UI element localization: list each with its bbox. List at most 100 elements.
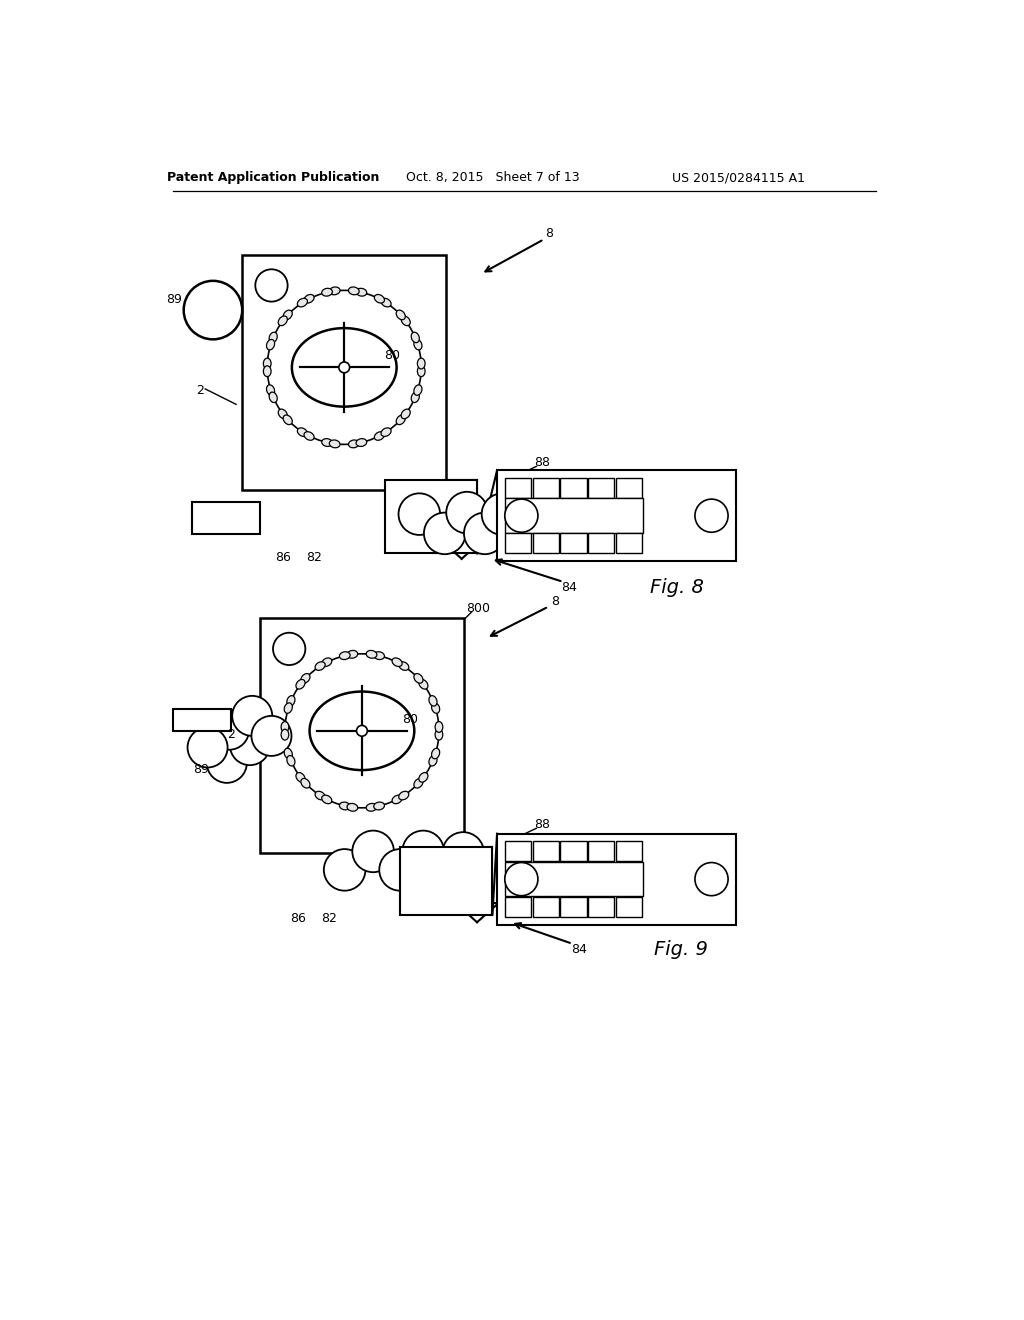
Ellipse shape: [284, 414, 292, 425]
Text: 89: 89: [193, 763, 209, 776]
Bar: [497, 470, 736, 561]
Ellipse shape: [330, 440, 340, 447]
Bar: [532, 896, 559, 917]
Text: 80: 80: [401, 713, 418, 726]
Ellipse shape: [269, 392, 278, 403]
Circle shape: [187, 727, 227, 767]
Bar: [560, 841, 587, 862]
Bar: [560, 533, 587, 553]
Ellipse shape: [297, 428, 307, 437]
Ellipse shape: [431, 748, 439, 759]
Ellipse shape: [279, 315, 288, 326]
Ellipse shape: [282, 722, 289, 733]
Ellipse shape: [296, 772, 305, 783]
Text: 80: 80: [384, 350, 400, 362]
Ellipse shape: [266, 339, 274, 350]
Ellipse shape: [398, 661, 409, 671]
Bar: [497, 834, 736, 924]
Bar: [505, 841, 531, 862]
Circle shape: [252, 715, 292, 756]
Ellipse shape: [282, 729, 289, 741]
Ellipse shape: [375, 432, 384, 441]
Bar: [532, 478, 559, 498]
Ellipse shape: [418, 358, 425, 368]
Text: 82: 82: [322, 912, 337, 925]
Ellipse shape: [435, 722, 442, 733]
Bar: [505, 862, 643, 896]
Circle shape: [207, 743, 247, 783]
Circle shape: [424, 849, 466, 891]
Bar: [505, 478, 531, 498]
Circle shape: [285, 653, 439, 808]
Ellipse shape: [292, 329, 396, 407]
Text: Fig. 9: Fig. 9: [654, 940, 708, 960]
Circle shape: [352, 830, 394, 873]
Circle shape: [324, 849, 366, 891]
Ellipse shape: [263, 366, 271, 376]
Ellipse shape: [301, 779, 310, 788]
Ellipse shape: [339, 652, 350, 660]
Text: 89: 89: [167, 293, 182, 306]
Circle shape: [442, 832, 484, 874]
Ellipse shape: [347, 651, 357, 659]
Ellipse shape: [297, 298, 307, 308]
Ellipse shape: [392, 657, 402, 667]
Ellipse shape: [401, 409, 411, 418]
Ellipse shape: [263, 358, 271, 368]
Circle shape: [209, 710, 249, 750]
Ellipse shape: [367, 651, 377, 659]
Bar: [588, 478, 614, 498]
Text: 84: 84: [561, 581, 578, 594]
Circle shape: [446, 492, 487, 533]
Ellipse shape: [296, 680, 305, 689]
Ellipse shape: [401, 315, 411, 326]
Bar: [400, 847, 493, 915]
Text: 82: 82: [306, 550, 322, 564]
Ellipse shape: [396, 414, 406, 425]
Ellipse shape: [374, 803, 384, 810]
Text: 2: 2: [226, 729, 234, 741]
Ellipse shape: [396, 310, 406, 319]
Circle shape: [356, 726, 368, 737]
Ellipse shape: [315, 791, 326, 800]
Bar: [588, 896, 614, 917]
Bar: [243, 255, 446, 490]
Text: 2: 2: [196, 384, 204, 397]
Circle shape: [267, 290, 421, 445]
Ellipse shape: [414, 673, 423, 684]
Bar: [193, 502, 260, 535]
Ellipse shape: [348, 440, 359, 447]
Bar: [505, 499, 643, 533]
Circle shape: [505, 499, 538, 532]
Ellipse shape: [381, 298, 391, 308]
Ellipse shape: [322, 795, 332, 804]
Bar: [588, 841, 614, 862]
Ellipse shape: [429, 696, 437, 706]
Circle shape: [232, 696, 272, 737]
Ellipse shape: [414, 339, 422, 350]
Text: 84: 84: [570, 942, 587, 956]
Ellipse shape: [304, 432, 314, 441]
Ellipse shape: [419, 772, 428, 783]
Circle shape: [505, 862, 538, 896]
Text: 86: 86: [291, 912, 306, 925]
Bar: [173, 709, 230, 730]
Ellipse shape: [287, 755, 295, 766]
Ellipse shape: [287, 696, 295, 706]
Ellipse shape: [322, 657, 332, 667]
Circle shape: [464, 512, 506, 554]
Ellipse shape: [419, 680, 428, 689]
Circle shape: [424, 512, 466, 554]
Text: US 2015/0284115 A1: US 2015/0284115 A1: [673, 172, 805, 185]
Ellipse shape: [435, 729, 442, 741]
Circle shape: [402, 830, 444, 873]
Ellipse shape: [418, 366, 425, 376]
Circle shape: [379, 849, 421, 891]
Ellipse shape: [375, 294, 384, 304]
Bar: [560, 478, 587, 498]
Bar: [616, 896, 642, 917]
Bar: [385, 480, 477, 553]
Bar: [560, 896, 587, 917]
Text: 88: 88: [535, 455, 551, 469]
Circle shape: [183, 281, 243, 339]
